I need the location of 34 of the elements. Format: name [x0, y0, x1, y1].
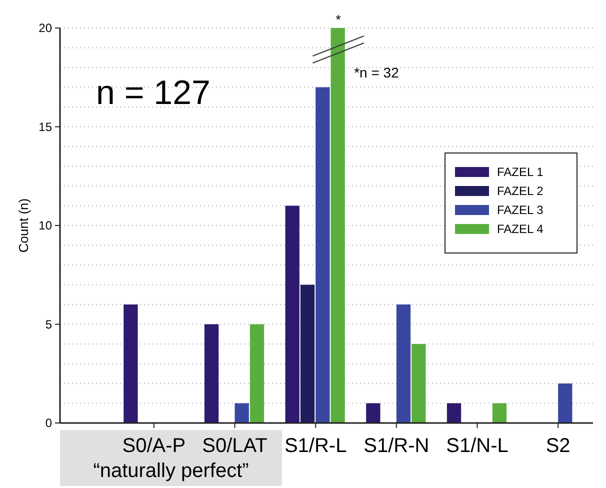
- bar: [124, 304, 138, 423]
- y-tick-label: 20: [38, 21, 52, 36]
- bar: [446, 403, 462, 423]
- data-label: *: [336, 12, 341, 27]
- y-tick-label: 5: [45, 317, 52, 332]
- bar: [285, 206, 300, 423]
- bar: [330, 28, 345, 423]
- legend-label: FAZEL 2: [497, 184, 544, 198]
- text: “naturally perfect”: [93, 460, 249, 482]
- legend-label: FAZEL 1: [497, 165, 544, 180]
- x-tick-label: S2: [546, 435, 570, 457]
- annotation: n = 127: [96, 74, 210, 112]
- annotation: *n = 32: [354, 64, 400, 80]
- bar: [396, 304, 411, 423]
- bar: [412, 344, 426, 423]
- legend-label: FAZEL 4: [497, 222, 544, 236]
- legend-label: FAZEL 3: [497, 203, 544, 218]
- bar: [300, 284, 315, 423]
- y-tick-label: 10: [38, 218, 52, 233]
- bar: [250, 324, 264, 423]
- y-tick-label: 15: [38, 120, 52, 134]
- bar: [366, 403, 380, 423]
- y-axis-title: Count (n): [16, 198, 31, 253]
- bar: [316, 87, 330, 423]
- x-tick-label: S1/R-L: [284, 435, 347, 457]
- y-tick-label: 0: [45, 416, 52, 430]
- bar: [492, 403, 507, 423]
- x-tick-label: S0/A-P: [122, 435, 186, 457]
- x-tick-label: S1/N-L: [446, 435, 508, 457]
- x-tick-label: S0/LAT: [202, 435, 268, 457]
- bar: [558, 384, 572, 423]
- bar: [234, 403, 249, 423]
- x-tick-label: S1/R-N: [364, 435, 430, 457]
- bar: [204, 324, 219, 423]
